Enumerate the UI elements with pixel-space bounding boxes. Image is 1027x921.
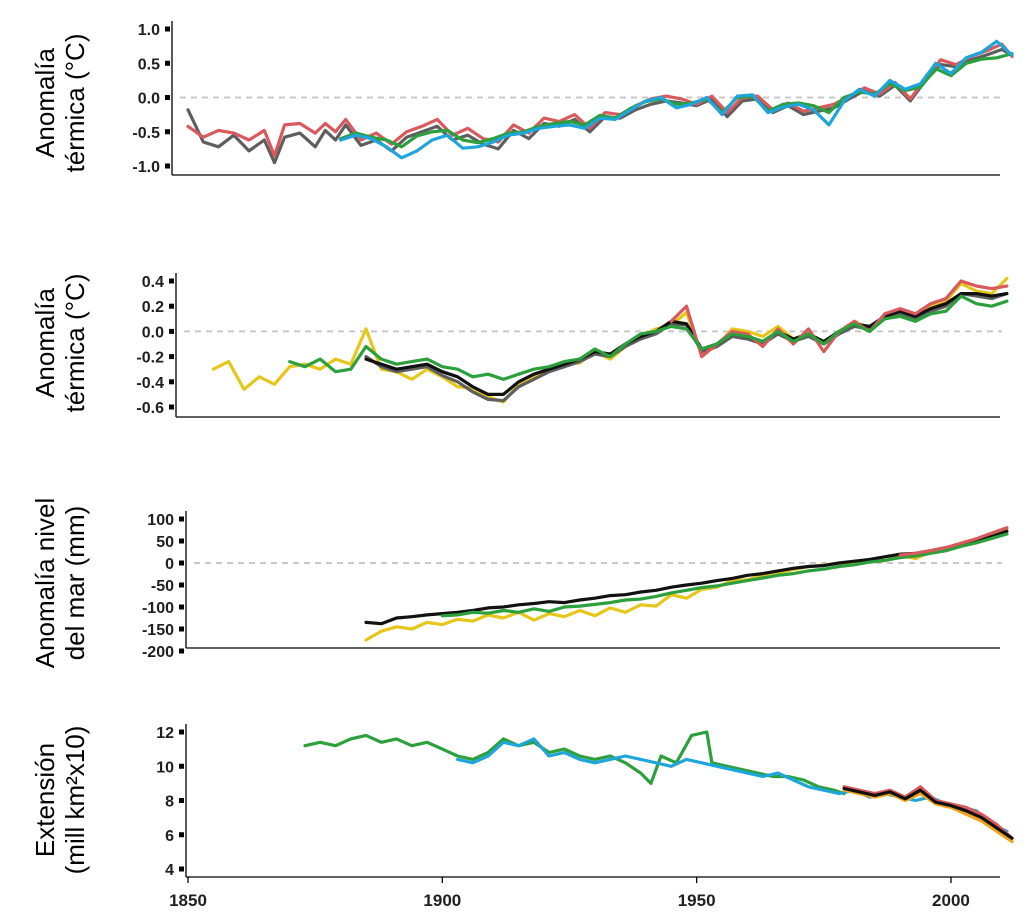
y-axis-label-line: Anomalía nivel bbox=[30, 498, 60, 669]
y-tick-mark bbox=[169, 303, 174, 309]
y-axis-label-line: térmica (°C) bbox=[60, 274, 90, 413]
y-tick-label: -50 bbox=[151, 578, 174, 595]
x-tick-label: 1850 bbox=[169, 891, 207, 910]
y-tick-mark bbox=[169, 278, 174, 284]
y-tick-label: 10 bbox=[156, 759, 174, 776]
y-tick-mark bbox=[165, 95, 170, 100]
y-tick-mark bbox=[165, 26, 170, 32]
panel-sea-level: Anomalía niveldel mar (mm) 100 50 0 -50 -100 -… bbox=[30, 498, 1009, 669]
y-tick-mark bbox=[179, 516, 184, 522]
y-tick-label: -0.6 bbox=[136, 400, 164, 417]
y-axis-label: Anomalíatérmica (°C) bbox=[30, 34, 90, 173]
y-tick-mark bbox=[165, 129, 170, 135]
y-tick-label: -200 bbox=[142, 644, 174, 661]
y-tick-mark bbox=[179, 560, 184, 566]
y-tick-label: 12 bbox=[156, 725, 174, 742]
y-tick-mark bbox=[169, 404, 174, 410]
y-tick-label: -0.2 bbox=[136, 350, 164, 367]
y-axis-label-line: Extensión bbox=[30, 743, 60, 857]
y-axis-label-line: Anomalía bbox=[30, 288, 60, 398]
y-tick-mark bbox=[179, 763, 184, 769]
y-tick-label: -0.5 bbox=[132, 125, 160, 142]
y-axis-label: Anomalía niveldel mar (mm) bbox=[30, 498, 90, 669]
y-tick-mark bbox=[179, 582, 184, 588]
y-tick-label: 4 bbox=[165, 862, 174, 879]
y-tick-label: 0.0 bbox=[142, 324, 164, 341]
y-tick-label: 0.2 bbox=[142, 299, 164, 316]
series-line-red bbox=[186, 42, 1014, 158]
y-tick-mark bbox=[165, 163, 170, 169]
series-line-green bbox=[440, 532, 1009, 618]
y-tick-label: 0 bbox=[165, 556, 174, 573]
y-axis-label: Anomalíatérmica (°C) bbox=[30, 274, 90, 413]
y-tick-label: 50 bbox=[156, 534, 174, 551]
panel-ice-extent: Extensión(mill km²x10) 12 10 8 6 4 1850 1900 195… bbox=[30, 724, 1014, 910]
series-line-green bbox=[339, 52, 1014, 149]
y-tick-label: 0.5 bbox=[138, 56, 160, 73]
y-tick-label: -1.0 bbox=[132, 159, 160, 176]
y-axis-label-line: Anomalía bbox=[30, 48, 60, 158]
y-tick-label: 1.0 bbox=[138, 22, 160, 39]
y-tick-mark bbox=[179, 866, 184, 872]
series-line-gray bbox=[186, 47, 1014, 165]
y-tick-label: -100 bbox=[142, 600, 174, 617]
y-tick-mark bbox=[179, 798, 184, 803]
y-tick-mark bbox=[169, 354, 174, 360]
y-tick-label: 100 bbox=[147, 512, 174, 529]
x-tick-label: 2000 bbox=[932, 891, 970, 910]
x-tick-label: 1950 bbox=[678, 891, 716, 910]
y-tick-label: 0.0 bbox=[138, 91, 160, 108]
y-tick-mark bbox=[179, 626, 184, 632]
y-tick-mark bbox=[165, 60, 170, 66]
y-tick-mark bbox=[179, 604, 184, 610]
y-axis-label-line: térmica (°C) bbox=[60, 34, 90, 173]
series-line-green bbox=[288, 294, 1009, 381]
y-tick-mark bbox=[179, 729, 184, 735]
y-tick-mark bbox=[179, 832, 184, 838]
y-tick-mark bbox=[179, 538, 184, 544]
y-tick-label: 0.4 bbox=[142, 274, 164, 291]
y-tick-mark bbox=[169, 379, 174, 385]
series-line-red bbox=[898, 526, 1009, 557]
y-tick-label: 6 bbox=[165, 828, 174, 845]
y-tick-mark bbox=[169, 328, 174, 334]
series-line-red bbox=[842, 785, 1014, 840]
x-tick-label: 1900 bbox=[423, 891, 461, 910]
series-line-blue bbox=[456, 737, 1009, 833]
series-line-yellow bbox=[211, 276, 1009, 404]
series-line-black bbox=[364, 292, 1009, 396]
y-axis-label: Extensión(mill km²x10) bbox=[30, 726, 90, 875]
panel-ocean-temperature: Anomalíatérmica (°C) 0.4 0.2 0.0 -0.2 -0.4 -0.… bbox=[30, 273, 1009, 418]
y-axis-label-line: del mar (mm) bbox=[60, 506, 90, 661]
series-line-orange bbox=[842, 788, 1014, 844]
y-tick-label: -150 bbox=[142, 622, 174, 639]
panel-air-temperature: Anomalíatérmica (°C) 1.0 0.5 0.0 -0.5 -1.0 bbox=[30, 21, 1014, 176]
series-line-green bbox=[303, 730, 846, 796]
series-line-black bbox=[842, 786, 1014, 840]
y-tick-mark bbox=[179, 648, 184, 654]
series-line-blue bbox=[339, 39, 1014, 160]
y-tick-label: -0.4 bbox=[136, 375, 164, 392]
series-line-black bbox=[364, 529, 1009, 626]
y-axis-label-line: (mill km²x10) bbox=[60, 726, 90, 875]
y-tick-label: 8 bbox=[165, 794, 174, 811]
